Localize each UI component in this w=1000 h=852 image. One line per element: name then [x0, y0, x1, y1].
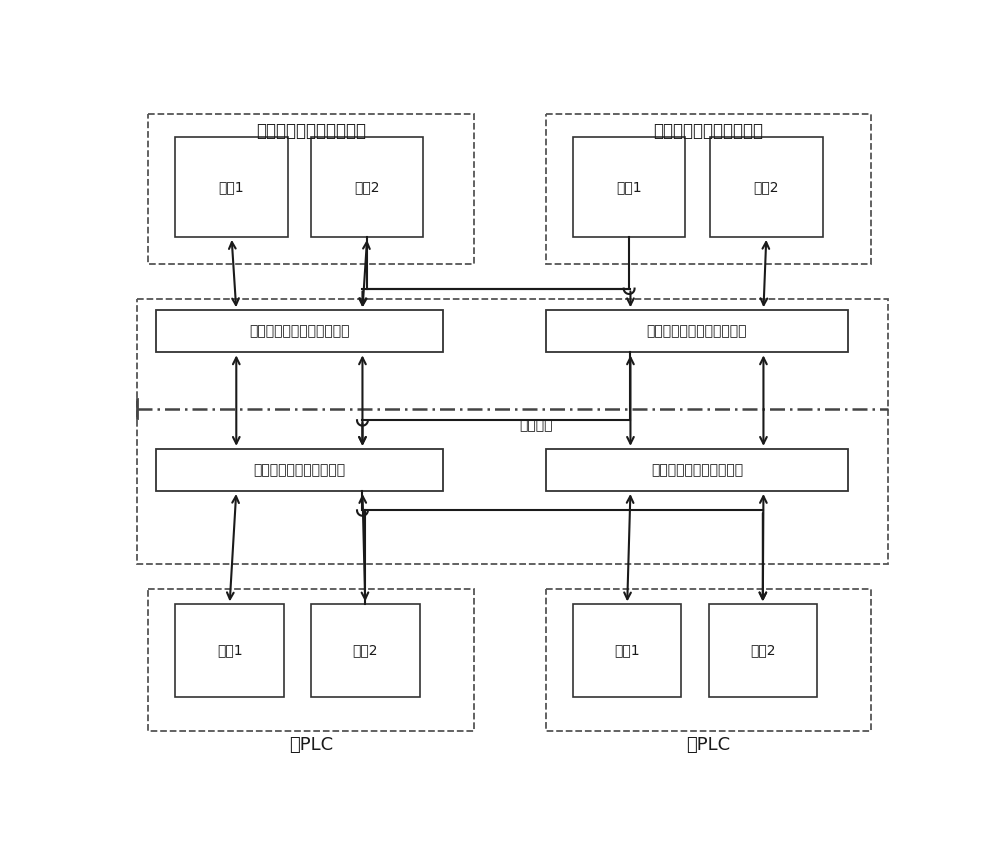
- Text: 远程端以太网交换机（备）: 远程端以太网交换机（备）: [647, 325, 747, 338]
- Text: 前端以太网交换机（主）: 前端以太网交换机（主）: [253, 463, 345, 477]
- Text: 网卡2: 网卡2: [354, 180, 380, 194]
- Bar: [148, 114, 474, 264]
- Text: 远程控制计算机（主机）: 远程控制计算机（主机）: [256, 122, 366, 140]
- Text: 光网转换: 光网转换: [519, 418, 552, 433]
- Bar: [573, 137, 685, 237]
- Text: 网卡2: 网卡2: [352, 643, 378, 658]
- Text: 网卡2: 网卡2: [754, 180, 779, 194]
- Bar: [709, 604, 817, 697]
- Text: 前端以太网交换机（备）: 前端以太网交换机（备）: [651, 463, 743, 477]
- Bar: [175, 604, 284, 697]
- Text: 远程控制计算机（备机）: 远程控制计算机（备机）: [654, 122, 764, 140]
- Text: 网卡2: 网卡2: [750, 643, 776, 658]
- Bar: [546, 449, 848, 491]
- Bar: [156, 449, 443, 491]
- Bar: [546, 310, 848, 353]
- Bar: [175, 137, 288, 237]
- Bar: [156, 310, 443, 353]
- Text: 远程端以太网交换机（主）: 远程端以太网交换机（主）: [249, 325, 350, 338]
- Bar: [710, 137, 822, 237]
- Bar: [148, 589, 474, 731]
- Bar: [546, 114, 871, 264]
- Bar: [311, 137, 423, 237]
- Bar: [573, 604, 681, 697]
- Text: 网卡1: 网卡1: [219, 180, 244, 194]
- Bar: [137, 298, 888, 564]
- Text: 主PLC: 主PLC: [289, 736, 333, 754]
- Text: 备PLC: 备PLC: [687, 736, 731, 754]
- Text: 网卡1: 网卡1: [217, 643, 242, 658]
- Bar: [311, 604, 420, 697]
- Bar: [546, 589, 871, 731]
- Text: 网卡1: 网卡1: [614, 643, 640, 658]
- Text: 网卡1: 网卡1: [616, 180, 642, 194]
